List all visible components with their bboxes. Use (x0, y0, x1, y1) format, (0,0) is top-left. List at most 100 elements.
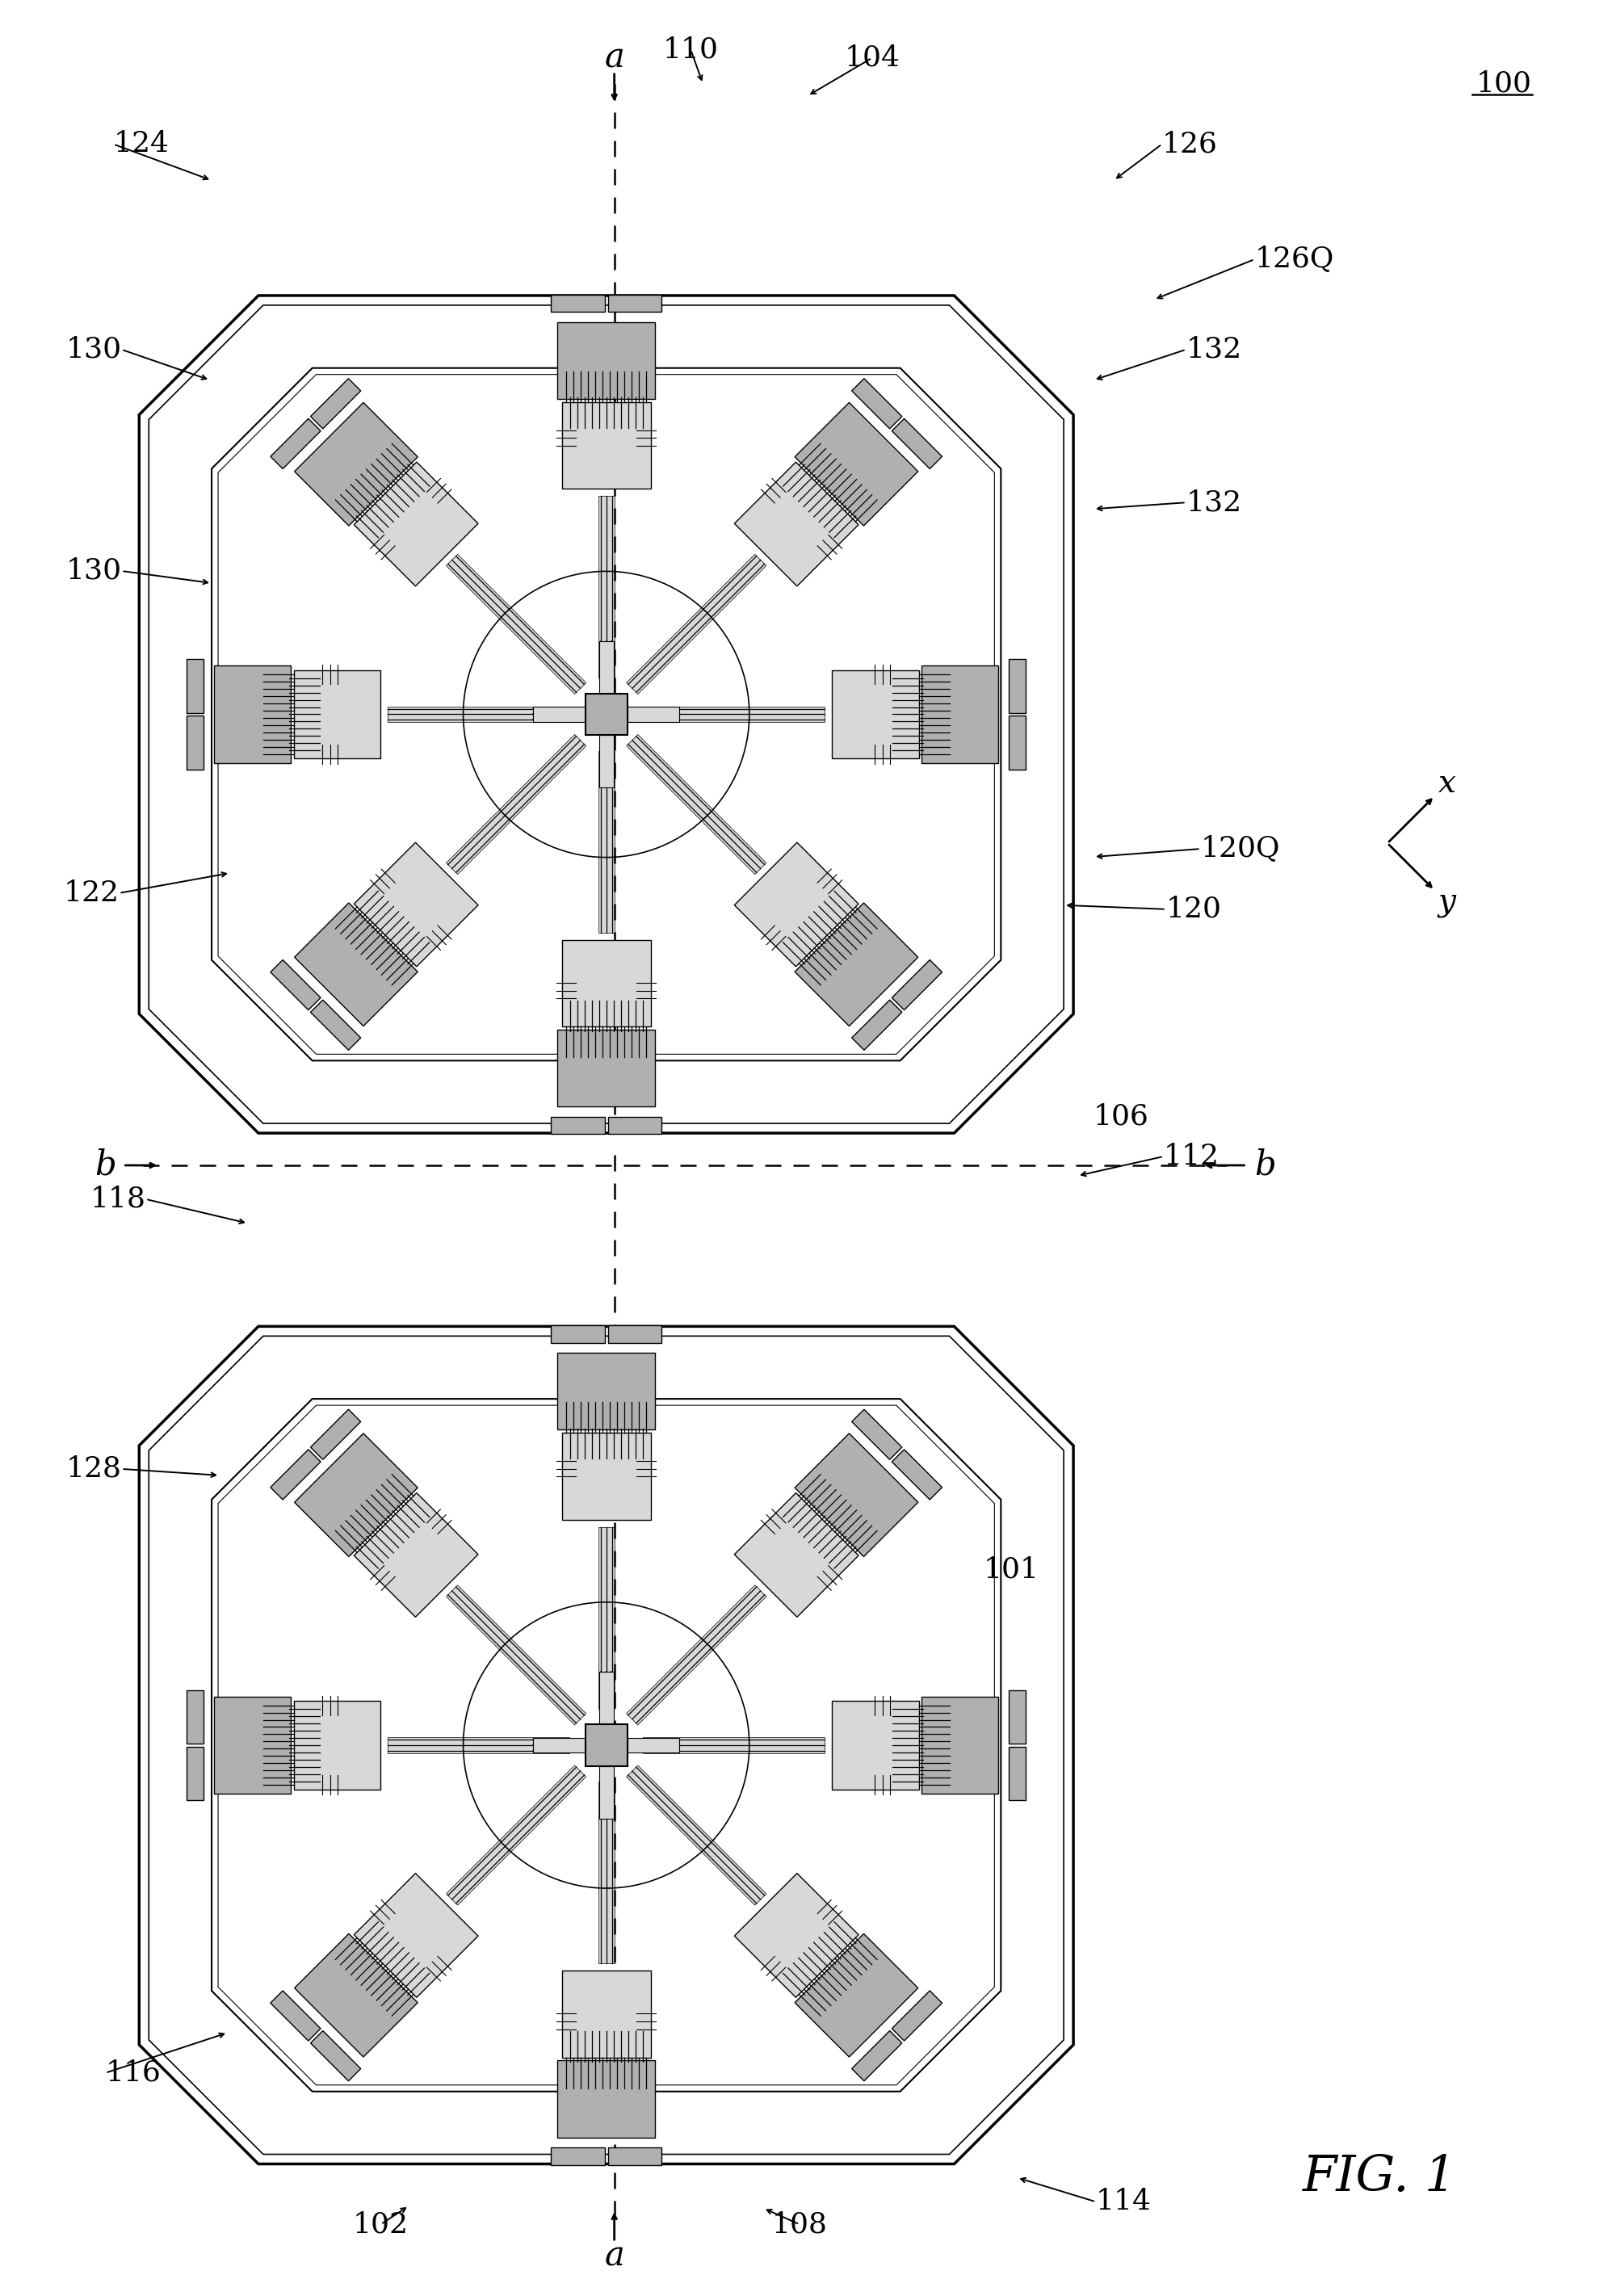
Polygon shape (355, 843, 479, 967)
Text: 112: 112 (1164, 1143, 1219, 1171)
Polygon shape (558, 2060, 654, 2138)
Polygon shape (627, 1584, 766, 1724)
Text: 124: 124 (113, 131, 169, 158)
Polygon shape (891, 418, 941, 468)
Polygon shape (551, 294, 604, 312)
Bar (585, 693, 627, 735)
Text: 108: 108 (772, 2211, 827, 2239)
Polygon shape (627, 1738, 680, 1752)
Polygon shape (795, 402, 919, 526)
Polygon shape (558, 1352, 654, 1430)
Text: 126: 126 (1162, 131, 1217, 158)
Polygon shape (271, 418, 321, 468)
Polygon shape (627, 553, 766, 693)
Polygon shape (534, 1738, 585, 1752)
Text: a: a (604, 2239, 624, 2273)
Polygon shape (627, 1766, 766, 1906)
Polygon shape (214, 666, 290, 762)
Polygon shape (447, 1584, 587, 1724)
Polygon shape (851, 1410, 903, 1460)
Text: 120: 120 (1165, 895, 1222, 923)
Polygon shape (922, 1697, 998, 1793)
Polygon shape (187, 1690, 203, 1743)
Polygon shape (187, 1747, 203, 1800)
Text: 126Q: 126Q (1254, 246, 1335, 273)
Polygon shape (891, 1449, 941, 1499)
Polygon shape (447, 1766, 587, 1906)
Polygon shape (271, 960, 321, 1010)
Polygon shape (643, 707, 824, 723)
Polygon shape (388, 1738, 569, 1754)
Polygon shape (563, 939, 651, 1026)
Text: 114: 114 (1096, 2188, 1151, 2216)
Polygon shape (355, 1874, 479, 1998)
Polygon shape (293, 670, 380, 758)
Text: a: a (604, 41, 624, 76)
Text: y: y (1438, 889, 1456, 918)
Polygon shape (295, 402, 418, 526)
Polygon shape (551, 1116, 604, 1134)
Text: b: b (1254, 1148, 1275, 1182)
Text: x: x (1438, 769, 1456, 799)
Text: 116: 116 (105, 2060, 161, 2087)
Polygon shape (598, 751, 614, 932)
Text: 122: 122 (63, 879, 119, 907)
Text: 101: 101 (983, 1557, 1038, 1584)
Polygon shape (795, 1433, 919, 1557)
Polygon shape (311, 2030, 361, 2080)
Polygon shape (600, 1671, 614, 1724)
Polygon shape (311, 1410, 361, 1460)
Polygon shape (600, 735, 614, 788)
Polygon shape (295, 1433, 418, 1557)
Polygon shape (608, 2147, 661, 2165)
Polygon shape (551, 1325, 604, 1343)
Polygon shape (600, 1766, 614, 1818)
Polygon shape (608, 1116, 661, 1134)
Polygon shape (598, 1527, 614, 1708)
Polygon shape (447, 735, 587, 875)
Polygon shape (735, 461, 859, 585)
Text: 110: 110 (663, 37, 719, 64)
Text: 132: 132 (1186, 335, 1241, 363)
Polygon shape (271, 1449, 321, 1499)
Polygon shape (388, 707, 569, 723)
Polygon shape (563, 402, 651, 489)
Polygon shape (1009, 1747, 1025, 1800)
Polygon shape (627, 707, 680, 721)
Polygon shape (608, 1325, 661, 1343)
Polygon shape (598, 496, 614, 677)
Text: 128: 128 (66, 1456, 121, 1483)
Polygon shape (735, 843, 859, 967)
Polygon shape (447, 553, 587, 693)
Polygon shape (558, 321, 654, 400)
Polygon shape (187, 716, 203, 769)
Text: b: b (95, 1148, 116, 1182)
Polygon shape (311, 379, 361, 429)
Polygon shape (293, 1701, 380, 1789)
Polygon shape (851, 2030, 903, 2080)
Polygon shape (311, 1001, 361, 1049)
Polygon shape (534, 707, 585, 721)
Polygon shape (735, 1874, 859, 1998)
Polygon shape (295, 902, 418, 1026)
Polygon shape (643, 1738, 824, 1754)
Text: 104: 104 (845, 44, 899, 71)
Text: 118: 118 (90, 1185, 145, 1212)
Polygon shape (563, 1970, 651, 2057)
Text: 100: 100 (1477, 69, 1531, 96)
Polygon shape (600, 641, 614, 693)
Text: 130: 130 (66, 335, 121, 363)
Polygon shape (832, 670, 919, 758)
Polygon shape (295, 1933, 418, 2057)
Polygon shape (608, 294, 661, 312)
Polygon shape (355, 461, 479, 585)
Polygon shape (891, 960, 941, 1010)
Polygon shape (563, 1433, 651, 1520)
Polygon shape (735, 1492, 859, 1616)
Polygon shape (1009, 716, 1025, 769)
Text: 132: 132 (1186, 489, 1241, 517)
Polygon shape (551, 2147, 604, 2165)
Polygon shape (355, 1492, 479, 1616)
Polygon shape (851, 379, 903, 429)
Polygon shape (795, 902, 919, 1026)
